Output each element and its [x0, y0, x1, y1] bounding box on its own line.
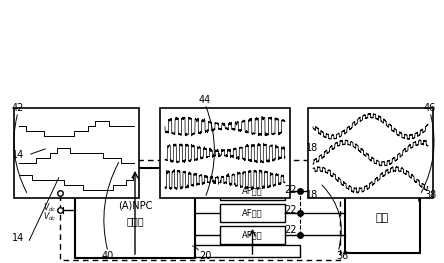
- Bar: [220, 182, 285, 200]
- Bar: [308, 108, 433, 198]
- Text: AF单元: AF单元: [242, 209, 263, 218]
- Text: 转换器: 转换器: [126, 216, 144, 226]
- Text: 14: 14: [12, 150, 24, 160]
- Text: 40: 40: [102, 251, 114, 261]
- Text: 22: 22: [284, 205, 297, 215]
- Text: AF单元: AF单元: [242, 186, 263, 195]
- Text: 22: 22: [284, 185, 297, 195]
- Text: 20: 20: [199, 251, 211, 261]
- Text: 18: 18: [306, 190, 318, 200]
- Text: (A)NPC: (A)NPC: [118, 200, 152, 210]
- Text: $V_{dc}$: $V_{dc}$: [43, 211, 56, 223]
- Bar: [160, 108, 290, 198]
- Text: $V_{dc}$: $V_{dc}$: [43, 202, 56, 214]
- Bar: [100, 245, 300, 257]
- Bar: [75, 168, 195, 258]
- Text: 22: 22: [284, 225, 297, 235]
- Text: 44: 44: [199, 95, 211, 105]
- Text: AF单元: AF单元: [242, 230, 263, 240]
- Bar: [220, 226, 285, 244]
- Text: 14: 14: [12, 233, 24, 243]
- Bar: [14, 108, 139, 198]
- Bar: [220, 204, 285, 222]
- Bar: [60, 160, 340, 260]
- Text: 38: 38: [424, 190, 436, 200]
- Bar: [345, 183, 420, 253]
- Text: 42: 42: [12, 103, 24, 113]
- Text: 18: 18: [306, 143, 318, 153]
- Text: 36: 36: [336, 251, 348, 261]
- Text: 负载: 负载: [376, 213, 389, 223]
- Text: 46: 46: [424, 103, 436, 113]
